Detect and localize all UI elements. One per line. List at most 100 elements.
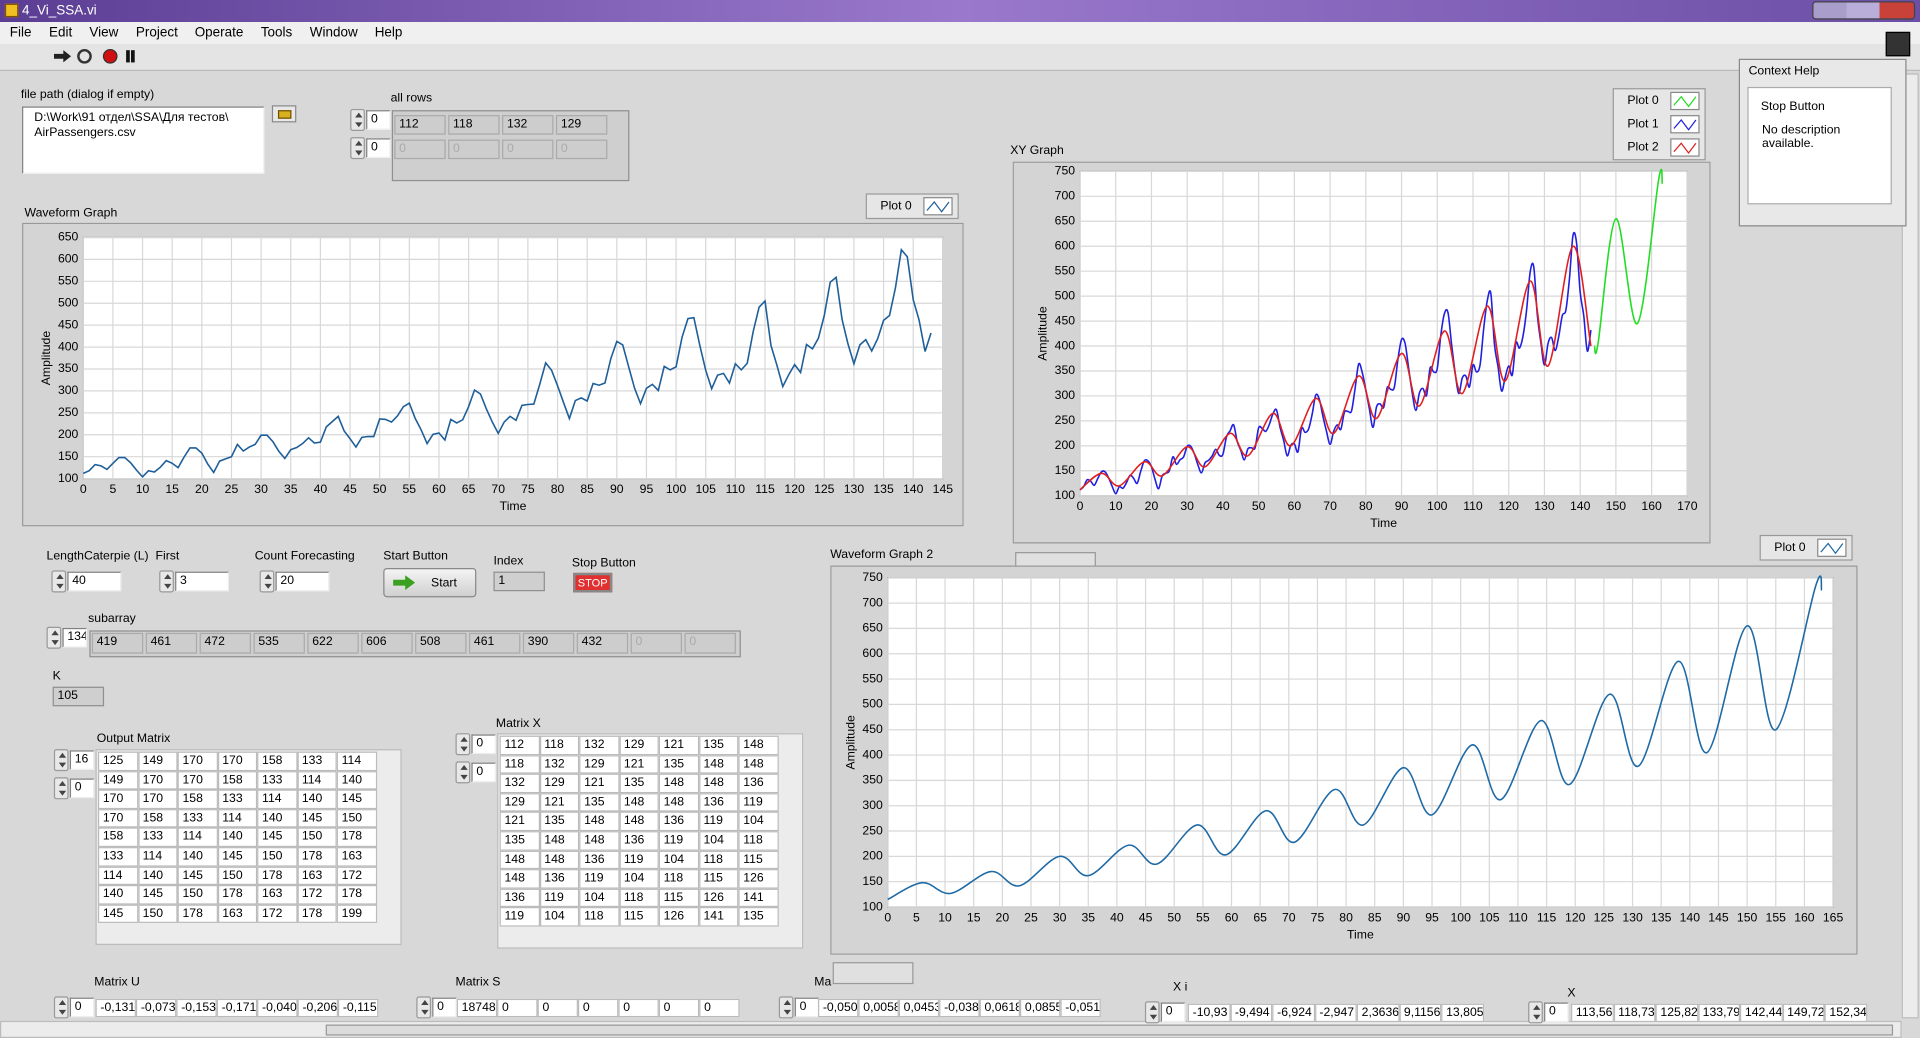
menu-item[interactable]: Window	[309, 25, 358, 41]
spinner[interactable]	[416, 996, 432, 1019]
spinner[interactable]	[455, 733, 471, 756]
spinner[interactable]	[350, 108, 365, 131]
spinner[interactable]	[778, 996, 794, 1019]
menu-item[interactable]: Help	[374, 25, 403, 41]
matrix-cell: 148	[698, 773, 739, 793]
y-tick-label: 400	[58, 339, 79, 353]
index-control[interactable]: 0	[366, 110, 391, 130]
start-button[interactable]: Start	[383, 567, 477, 598]
legend-icon	[926, 200, 950, 213]
graph-label: Waveform Graph 2	[830, 548, 934, 562]
array-cell: 432	[576, 632, 629, 654]
index-control[interactable]: 0	[366, 138, 391, 158]
scroll-thumb[interactable]	[325, 1024, 1894, 1036]
x-tick-label: 120	[1499, 499, 1520, 513]
index-control[interactable]: 0	[1160, 1002, 1186, 1023]
y-tick-label: 300	[1055, 388, 1076, 402]
legend-swatch	[1670, 115, 1700, 134]
index-control[interactable]: 0	[471, 762, 496, 783]
index-control[interactable]: 0	[471, 734, 496, 755]
y-tick-label: 100	[58, 471, 79, 485]
legend-line	[926, 200, 950, 213]
numeric-control[interactable]: 20	[275, 571, 330, 592]
run-continuously-button[interactable]	[77, 48, 92, 64]
matrix-cell: 150	[257, 847, 297, 867]
spinner[interactable]	[350, 137, 365, 160]
y-tick-label: 650	[58, 230, 79, 244]
array-cell: 0	[555, 139, 608, 160]
menu-item[interactable]: Project	[135, 25, 178, 41]
y-tick-label: 150	[1055, 463, 1076, 477]
numeric-control[interactable]: 40	[67, 571, 122, 592]
x-tick-label: 110	[1508, 910, 1528, 924]
abort-button[interactable]	[102, 48, 118, 64]
browse-button[interactable]	[271, 105, 297, 123]
stop-button[interactable]: STOP	[573, 572, 613, 593]
matrix-cell: 172	[336, 866, 377, 886]
title-bar	[0, 0, 1920, 23]
spinner[interactable]	[159, 570, 174, 593]
x-tick-label: 5	[913, 910, 920, 924]
x-tick-label: 140	[1680, 910, 1701, 924]
spinner[interactable]	[53, 777, 69, 800]
menu-item[interactable]: View	[89, 25, 119, 41]
graph-palette[interactable]	[832, 962, 914, 985]
matrix-cell: 136	[618, 831, 659, 851]
array-cell: 419	[91, 632, 144, 654]
spinner[interactable]	[259, 570, 275, 593]
vertical-scrollbar[interactable]	[1901, 73, 1919, 1019]
array-cell: 0	[497, 998, 538, 1018]
x-tick-label: 145	[1708, 910, 1729, 924]
index-control[interactable]: 0	[1544, 1002, 1569, 1023]
y-axis-label: Amplitude	[39, 331, 53, 386]
spinner[interactable]	[53, 996, 69, 1019]
menu-item[interactable]: File	[9, 25, 32, 41]
spinner[interactable]	[53, 749, 69, 772]
y-tick-label: 400	[862, 747, 883, 761]
index-control[interactable]: 0	[69, 997, 95, 1018]
matrix-cell: 148	[539, 831, 580, 851]
x-tick-label: 60	[1288, 499, 1302, 513]
horizontal-scrollbar[interactable]	[0, 1020, 1902, 1038]
plot-area	[887, 577, 1834, 908]
matrix-cell: 163	[336, 847, 377, 867]
run-button[interactable]	[53, 50, 72, 63]
index-control[interactable]: 16	[69, 750, 95, 770]
y-tick-label: 500	[58, 295, 79, 309]
array-cell: -0,131	[95, 998, 136, 1018]
index-control[interactable]: 134	[62, 627, 87, 648]
spinner[interactable]	[46, 626, 62, 649]
spinner[interactable]	[455, 761, 471, 784]
array-cell: -0,038	[939, 998, 980, 1018]
index-control[interactable]: 0	[432, 997, 457, 1018]
array-cell: -2,947	[1314, 1003, 1357, 1023]
matrix-cell: 149	[137, 751, 178, 771]
matrix-cell: 158	[137, 808, 178, 828]
x-tick-label: 85	[1368, 910, 1382, 924]
spinner[interactable]	[51, 570, 67, 593]
numeric-control[interactable]: 3	[175, 571, 229, 592]
matrix-cell: 136	[579, 850, 619, 870]
x-tick-label: 0	[884, 910, 891, 924]
legend-line	[1673, 142, 1697, 155]
menu-item[interactable]: Edit	[48, 25, 73, 41]
y-tick-label: 200	[1055, 438, 1076, 452]
spinner[interactable]	[1144, 1001, 1160, 1024]
y-tick-label: 100	[862, 899, 883, 913]
matrix-cell: 163	[257, 885, 297, 905]
index-control[interactable]: 0	[69, 778, 95, 799]
pause-button[interactable]	[126, 50, 135, 63]
matrix-cell: 158	[97, 827, 138, 848]
matrix-cell: 121	[539, 792, 580, 813]
legend-icon	[1673, 142, 1697, 155]
window-buttons[interactable]	[1812, 1, 1916, 20]
index-control[interactable]: 0	[794, 997, 820, 1018]
array-cell: 142,44	[1740, 1003, 1783, 1023]
legend-name: Plot 0	[1627, 94, 1659, 108]
menu-item[interactable]: Operate	[194, 25, 244, 41]
matrix-cell: 141	[698, 907, 739, 927]
legend-line	[1673, 118, 1697, 131]
menu-item[interactable]: Tools	[260, 25, 293, 41]
spinner[interactable]	[1528, 1001, 1543, 1024]
matrix-cell: 119	[579, 869, 619, 889]
